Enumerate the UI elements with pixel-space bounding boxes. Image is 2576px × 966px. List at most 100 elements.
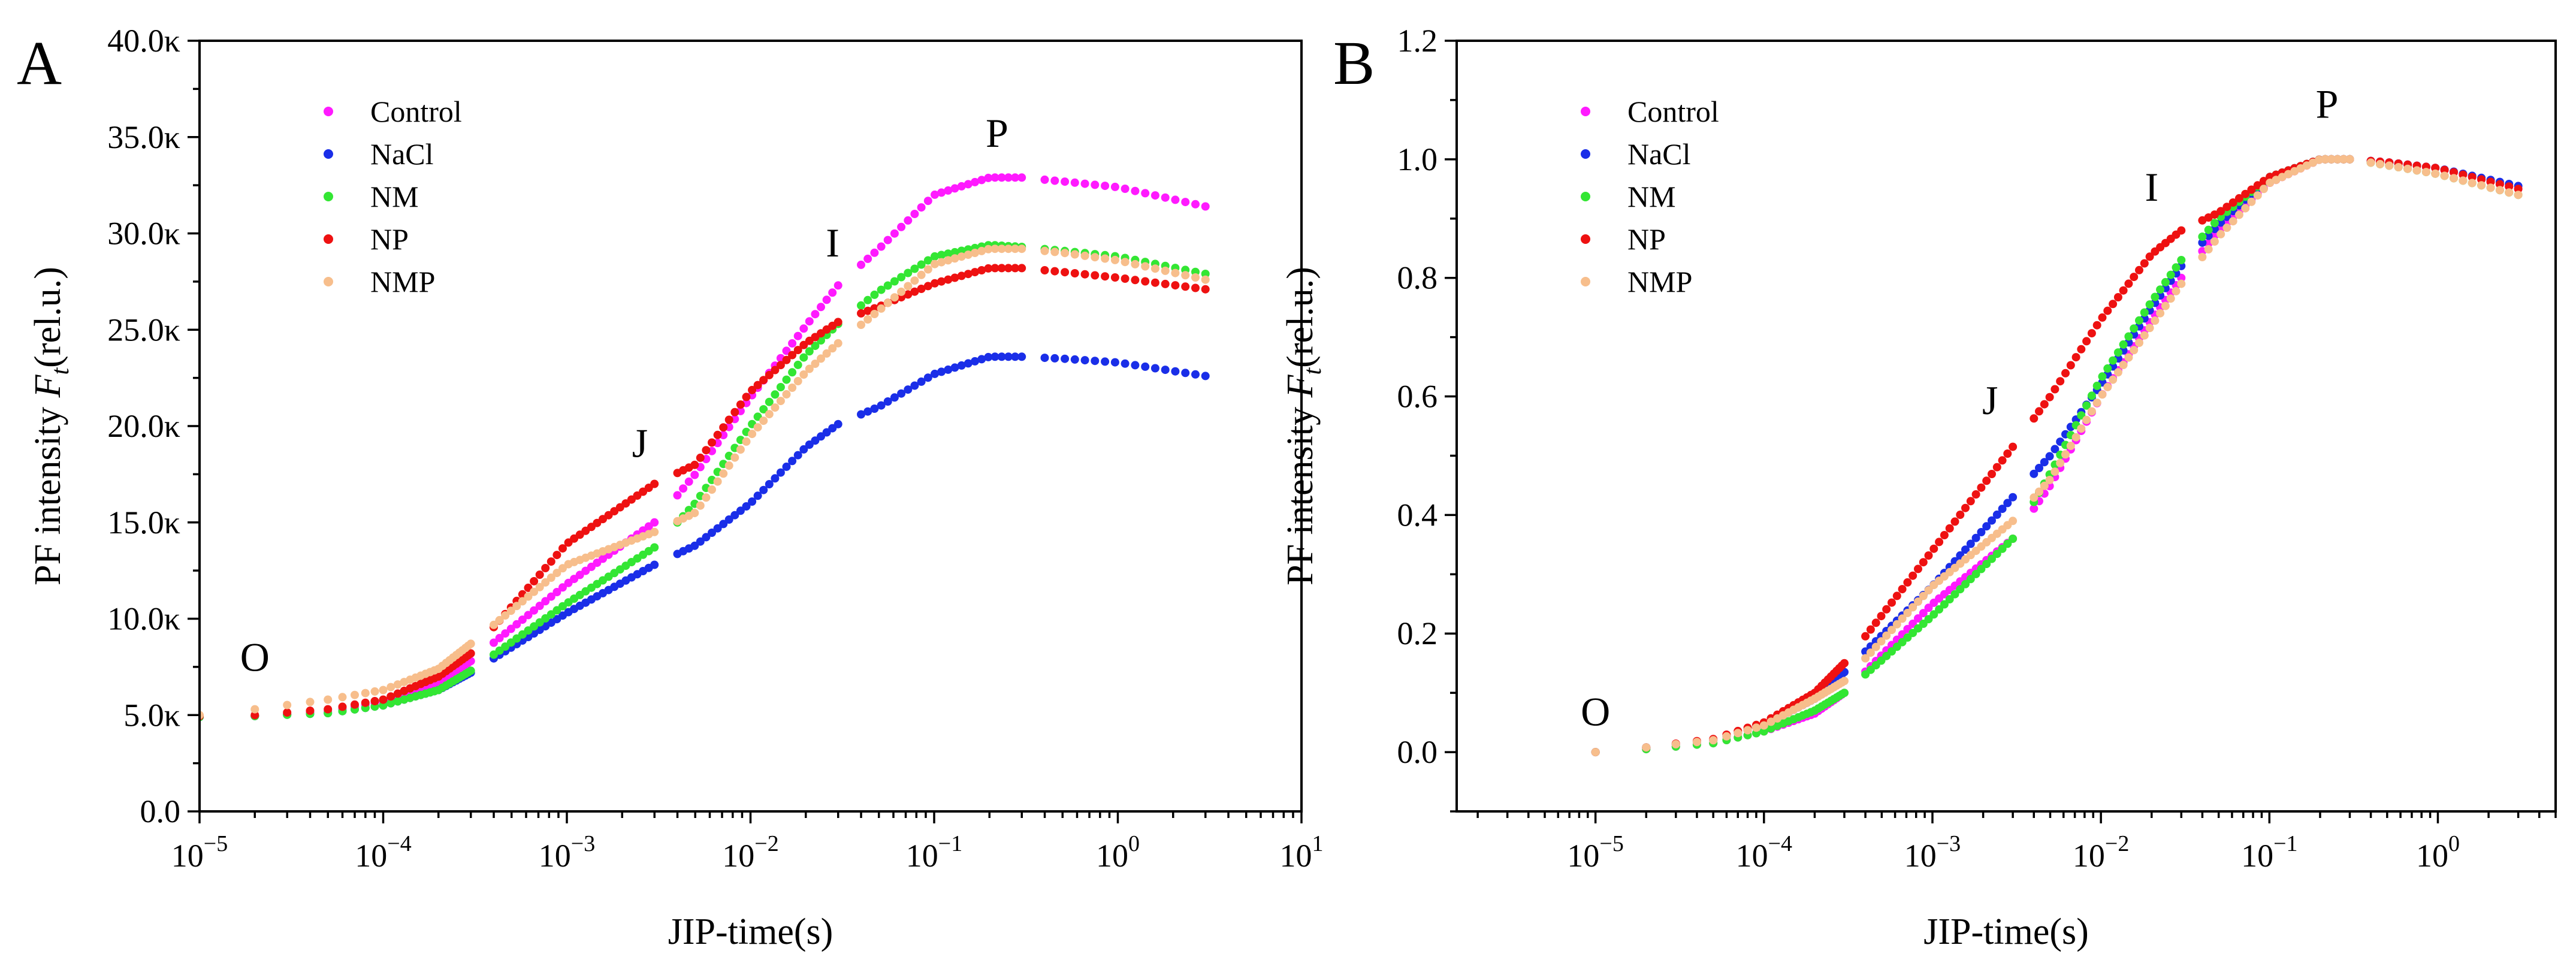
legend-marker <box>324 192 333 201</box>
data-point <box>1171 268 1180 277</box>
data-point <box>805 347 814 356</box>
data-point <box>1040 246 1049 255</box>
data-point <box>931 190 939 199</box>
data-point <box>1919 558 1928 567</box>
data-point <box>937 258 946 267</box>
data-point <box>1903 578 1912 587</box>
data-point <box>923 373 932 382</box>
x-axis-title: JIP-time(s) <box>1923 911 2089 952</box>
data-point <box>776 361 785 370</box>
data-point <box>2222 203 2231 212</box>
data-point <box>782 355 791 364</box>
data-point <box>753 381 762 390</box>
data-point <box>2124 279 2133 288</box>
data-point <box>742 502 751 511</box>
data-point <box>1150 278 1159 287</box>
data-point <box>964 359 973 368</box>
data-point <box>877 304 886 313</box>
data-point <box>719 520 728 529</box>
data-point <box>1919 591 1928 600</box>
data-point <box>696 501 705 510</box>
data-point <box>1061 177 1070 186</box>
data-point <box>2113 348 2122 357</box>
phase-label: J <box>1982 378 1998 423</box>
legend-marker <box>324 234 333 244</box>
data-point <box>2061 450 2070 459</box>
x-tick-label: 10−3 <box>1904 831 1961 874</box>
data-point <box>2145 252 2154 261</box>
data-point <box>393 680 402 689</box>
data-point <box>917 377 926 386</box>
data-point <box>466 649 475 658</box>
legend-marker <box>1581 192 1590 201</box>
data-point <box>2092 399 2101 407</box>
data-point <box>897 222 906 231</box>
data-point <box>937 188 946 197</box>
data-point <box>379 686 388 695</box>
data-point <box>2056 377 2065 386</box>
data-point <box>2198 253 2207 261</box>
data-point <box>2468 173 2477 182</box>
data-point <box>1924 551 1933 560</box>
data-point <box>2234 210 2243 219</box>
data-point <box>2210 219 2219 228</box>
legend: Control NaCl NM NP NMP <box>1581 95 1719 298</box>
data-point <box>2339 155 2348 164</box>
series-nmp <box>200 244 1210 720</box>
data-point <box>1935 538 1944 547</box>
data-point <box>2035 487 2043 496</box>
phase-label: I <box>826 220 839 265</box>
data-point <box>990 173 999 182</box>
data-point <box>1924 586 1933 594</box>
data-point <box>2198 238 2207 247</box>
data-point <box>1161 366 1170 375</box>
data-point <box>535 602 544 610</box>
data-point <box>650 479 659 488</box>
data-point <box>2066 361 2075 370</box>
data-point <box>2119 286 2128 295</box>
y-tick-label: 10.0κ <box>107 601 180 637</box>
data-point <box>1903 608 1912 617</box>
data-point <box>748 497 757 506</box>
data-point <box>1171 195 1180 204</box>
plot-frame <box>1455 40 2557 813</box>
data-point <box>506 606 515 615</box>
data-point <box>2098 372 2107 381</box>
data-point <box>904 268 913 277</box>
data-point <box>923 282 932 291</box>
data-point <box>2009 442 2018 451</box>
x-tick-label: 10−1 <box>906 831 962 874</box>
data-point <box>1201 285 1210 294</box>
data-point <box>724 515 733 524</box>
data-point <box>811 360 820 368</box>
data-point <box>1752 723 1760 732</box>
data-point <box>2514 185 2523 194</box>
data-point <box>1982 560 1991 569</box>
data-point <box>2468 179 2477 188</box>
data-point <box>2228 198 2237 207</box>
data-point <box>923 256 932 265</box>
data-point <box>490 638 498 647</box>
data-point <box>2366 158 2375 167</box>
data-point <box>530 587 539 596</box>
data-point <box>2050 385 2059 394</box>
data-point <box>2145 300 2154 309</box>
data-point <box>393 697 402 706</box>
legend-marker <box>324 149 333 159</box>
series-np <box>200 264 1210 720</box>
data-point <box>1929 610 1938 619</box>
data-point <box>890 393 899 402</box>
data-point <box>1871 642 1880 651</box>
series-nmp <box>1591 155 2523 757</box>
data-point <box>2151 292 2160 301</box>
data-point <box>2459 176 2468 185</box>
data-point <box>1181 198 1190 207</box>
data-point <box>684 477 693 486</box>
data-point <box>386 699 395 708</box>
data-point <box>1050 247 1059 256</box>
data-point <box>2394 163 2403 171</box>
data-point <box>702 446 711 455</box>
data-point <box>1840 677 1849 686</box>
data-point <box>2172 263 2181 272</box>
data-point <box>931 252 939 261</box>
